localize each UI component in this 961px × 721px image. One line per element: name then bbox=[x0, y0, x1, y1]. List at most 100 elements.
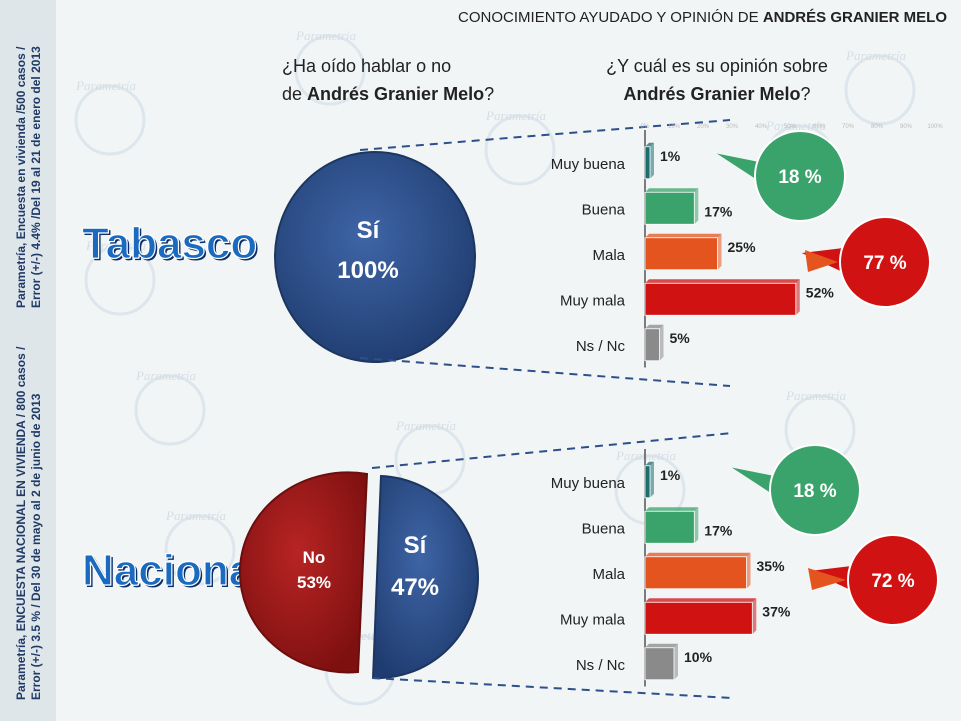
axis-tick-label: 30% bbox=[726, 124, 739, 130]
bubble-value: 18 % bbox=[778, 167, 821, 188]
bar-category-label: Ns / Nc bbox=[576, 338, 626, 355]
bar bbox=[644, 146, 651, 180]
watermark-mark: Parametría bbox=[294, 28, 366, 106]
watermark-text: Parametría bbox=[295, 28, 356, 43]
bar-side bbox=[752, 598, 757, 635]
watermark-mark: Parametría bbox=[74, 78, 146, 156]
bubble-value: 18 % bbox=[793, 481, 836, 502]
watermark-circle bbox=[84, 244, 156, 316]
bar-top bbox=[645, 279, 800, 284]
bar-category-label: Muy mala bbox=[560, 611, 626, 628]
watermark-text: Parametría bbox=[765, 118, 826, 133]
axis-tick-label: 70% bbox=[842, 124, 855, 130]
bar bbox=[644, 328, 660, 362]
bar bbox=[644, 601, 753, 635]
pie-slice-no bbox=[238, 471, 369, 674]
pie-value-no: 53% bbox=[297, 573, 331, 592]
bar-top bbox=[645, 643, 678, 648]
bar-top bbox=[645, 142, 654, 147]
connector-line bbox=[359, 357, 731, 387]
summary-bubble: 72 % bbox=[809, 534, 939, 626]
bar-side bbox=[717, 233, 722, 270]
bar bbox=[644, 237, 718, 271]
watermark-mark: Parametría bbox=[484, 108, 556, 186]
bar-side bbox=[674, 643, 678, 680]
axis-tick-label: 100% bbox=[927, 124, 943, 130]
bar-value-label: 1% bbox=[660, 148, 681, 164]
slide-title: CONOCIMIENTO AYUDADO Y OPINIÓN DE ANDRÉS… bbox=[458, 9, 947, 26]
bubble-value: 72 % bbox=[871, 571, 914, 592]
bubble-circle bbox=[769, 444, 861, 536]
axis-tick-label: 80% bbox=[871, 124, 884, 130]
connector-line bbox=[359, 119, 731, 151]
bar-side bbox=[746, 552, 751, 589]
bar-category-label: Buena bbox=[582, 201, 626, 218]
pie-slice-si bbox=[371, 474, 479, 680]
bar-category-label: Muy buena bbox=[551, 156, 626, 173]
bar-top bbox=[645, 233, 722, 238]
bar-top bbox=[645, 598, 757, 603]
bar-value-label: 52% bbox=[806, 284, 835, 300]
bar bbox=[644, 191, 695, 225]
watermark-mark: Parametría bbox=[84, 238, 156, 316]
watermark-circle bbox=[294, 34, 366, 106]
question-heard: ¿Ha oído hablar o no de Andrés Granier M… bbox=[282, 52, 494, 108]
watermark-circle bbox=[164, 514, 236, 586]
watermark-text: Parametría bbox=[135, 368, 196, 383]
connector-line bbox=[371, 432, 733, 469]
bar-value-label: 5% bbox=[670, 330, 691, 346]
bar-value-label: 17% bbox=[704, 203, 733, 219]
watermark-text: Parametría bbox=[485, 108, 546, 123]
region-label: Tabasco bbox=[82, 219, 257, 268]
connector-line bbox=[371, 677, 733, 699]
question-opinion-line2: Andrés Granier Melo? bbox=[602, 80, 832, 108]
watermark-text: Parametría bbox=[75, 78, 136, 93]
question-opinion-suffix: ? bbox=[800, 84, 811, 104]
bar-top bbox=[645, 461, 654, 466]
pie-label-si: Sí bbox=[357, 217, 381, 244]
watermark-mark: Parametría bbox=[164, 508, 236, 586]
watermark-text: Parametría bbox=[395, 418, 456, 433]
bar-side bbox=[795, 279, 800, 316]
bar-value-label: 37% bbox=[762, 603, 791, 619]
bar bbox=[644, 465, 651, 499]
bubble-circle bbox=[839, 216, 931, 308]
watermark-circle bbox=[134, 374, 206, 446]
watermark-text: Parametría bbox=[85, 238, 146, 253]
question-opinion-name: Andrés Granier Melo bbox=[623, 84, 801, 104]
watermark-mark: Parametría bbox=[844, 48, 916, 126]
axis-tick-label: 10% bbox=[668, 124, 681, 130]
region-label: Nacional bbox=[82, 546, 265, 595]
bar bbox=[644, 510, 695, 544]
bubble-value: 77 % bbox=[863, 253, 906, 274]
pie-slice-si bbox=[274, 151, 476, 363]
pie-label-si: Sí bbox=[404, 532, 428, 559]
bar-value-label: 1% bbox=[660, 467, 681, 483]
pie-value-si: 47% bbox=[391, 574, 439, 601]
summary-bubble: 18 % bbox=[731, 444, 861, 536]
watermark-text: Parametría bbox=[845, 48, 906, 63]
question-heard-suffix: ? bbox=[484, 84, 495, 104]
bar-value-label: 25% bbox=[728, 239, 757, 255]
question-heard-prefix: de bbox=[282, 84, 308, 104]
pie-label-no: No bbox=[303, 548, 326, 567]
axis-tick-label: 40% bbox=[755, 124, 768, 130]
region-label-shadow: Nacional bbox=[84, 548, 267, 597]
question-opinion: ¿Y cuál es su opinión sobre Andrés Grani… bbox=[602, 52, 832, 108]
axis-tick-label: 0% bbox=[641, 124, 650, 130]
bubble-circle bbox=[847, 534, 939, 626]
watermark-circle bbox=[844, 54, 916, 126]
bar-side bbox=[650, 461, 654, 498]
bar-category-label: Mala bbox=[592, 566, 625, 583]
summary-bubble: 18 % bbox=[716, 130, 846, 222]
bar bbox=[644, 282, 797, 316]
watermark-text: Parametría bbox=[785, 388, 846, 403]
watermark-mark: Parametría bbox=[134, 368, 206, 446]
bar-category-label: Ns / Nc bbox=[576, 657, 626, 674]
bar-side bbox=[694, 507, 699, 544]
axis-tick-label: 50% bbox=[784, 124, 797, 130]
watermark-circle bbox=[484, 114, 556, 186]
axis-tick-label: 20% bbox=[697, 124, 710, 130]
bar bbox=[644, 647, 675, 681]
watermark-circle bbox=[74, 84, 146, 156]
